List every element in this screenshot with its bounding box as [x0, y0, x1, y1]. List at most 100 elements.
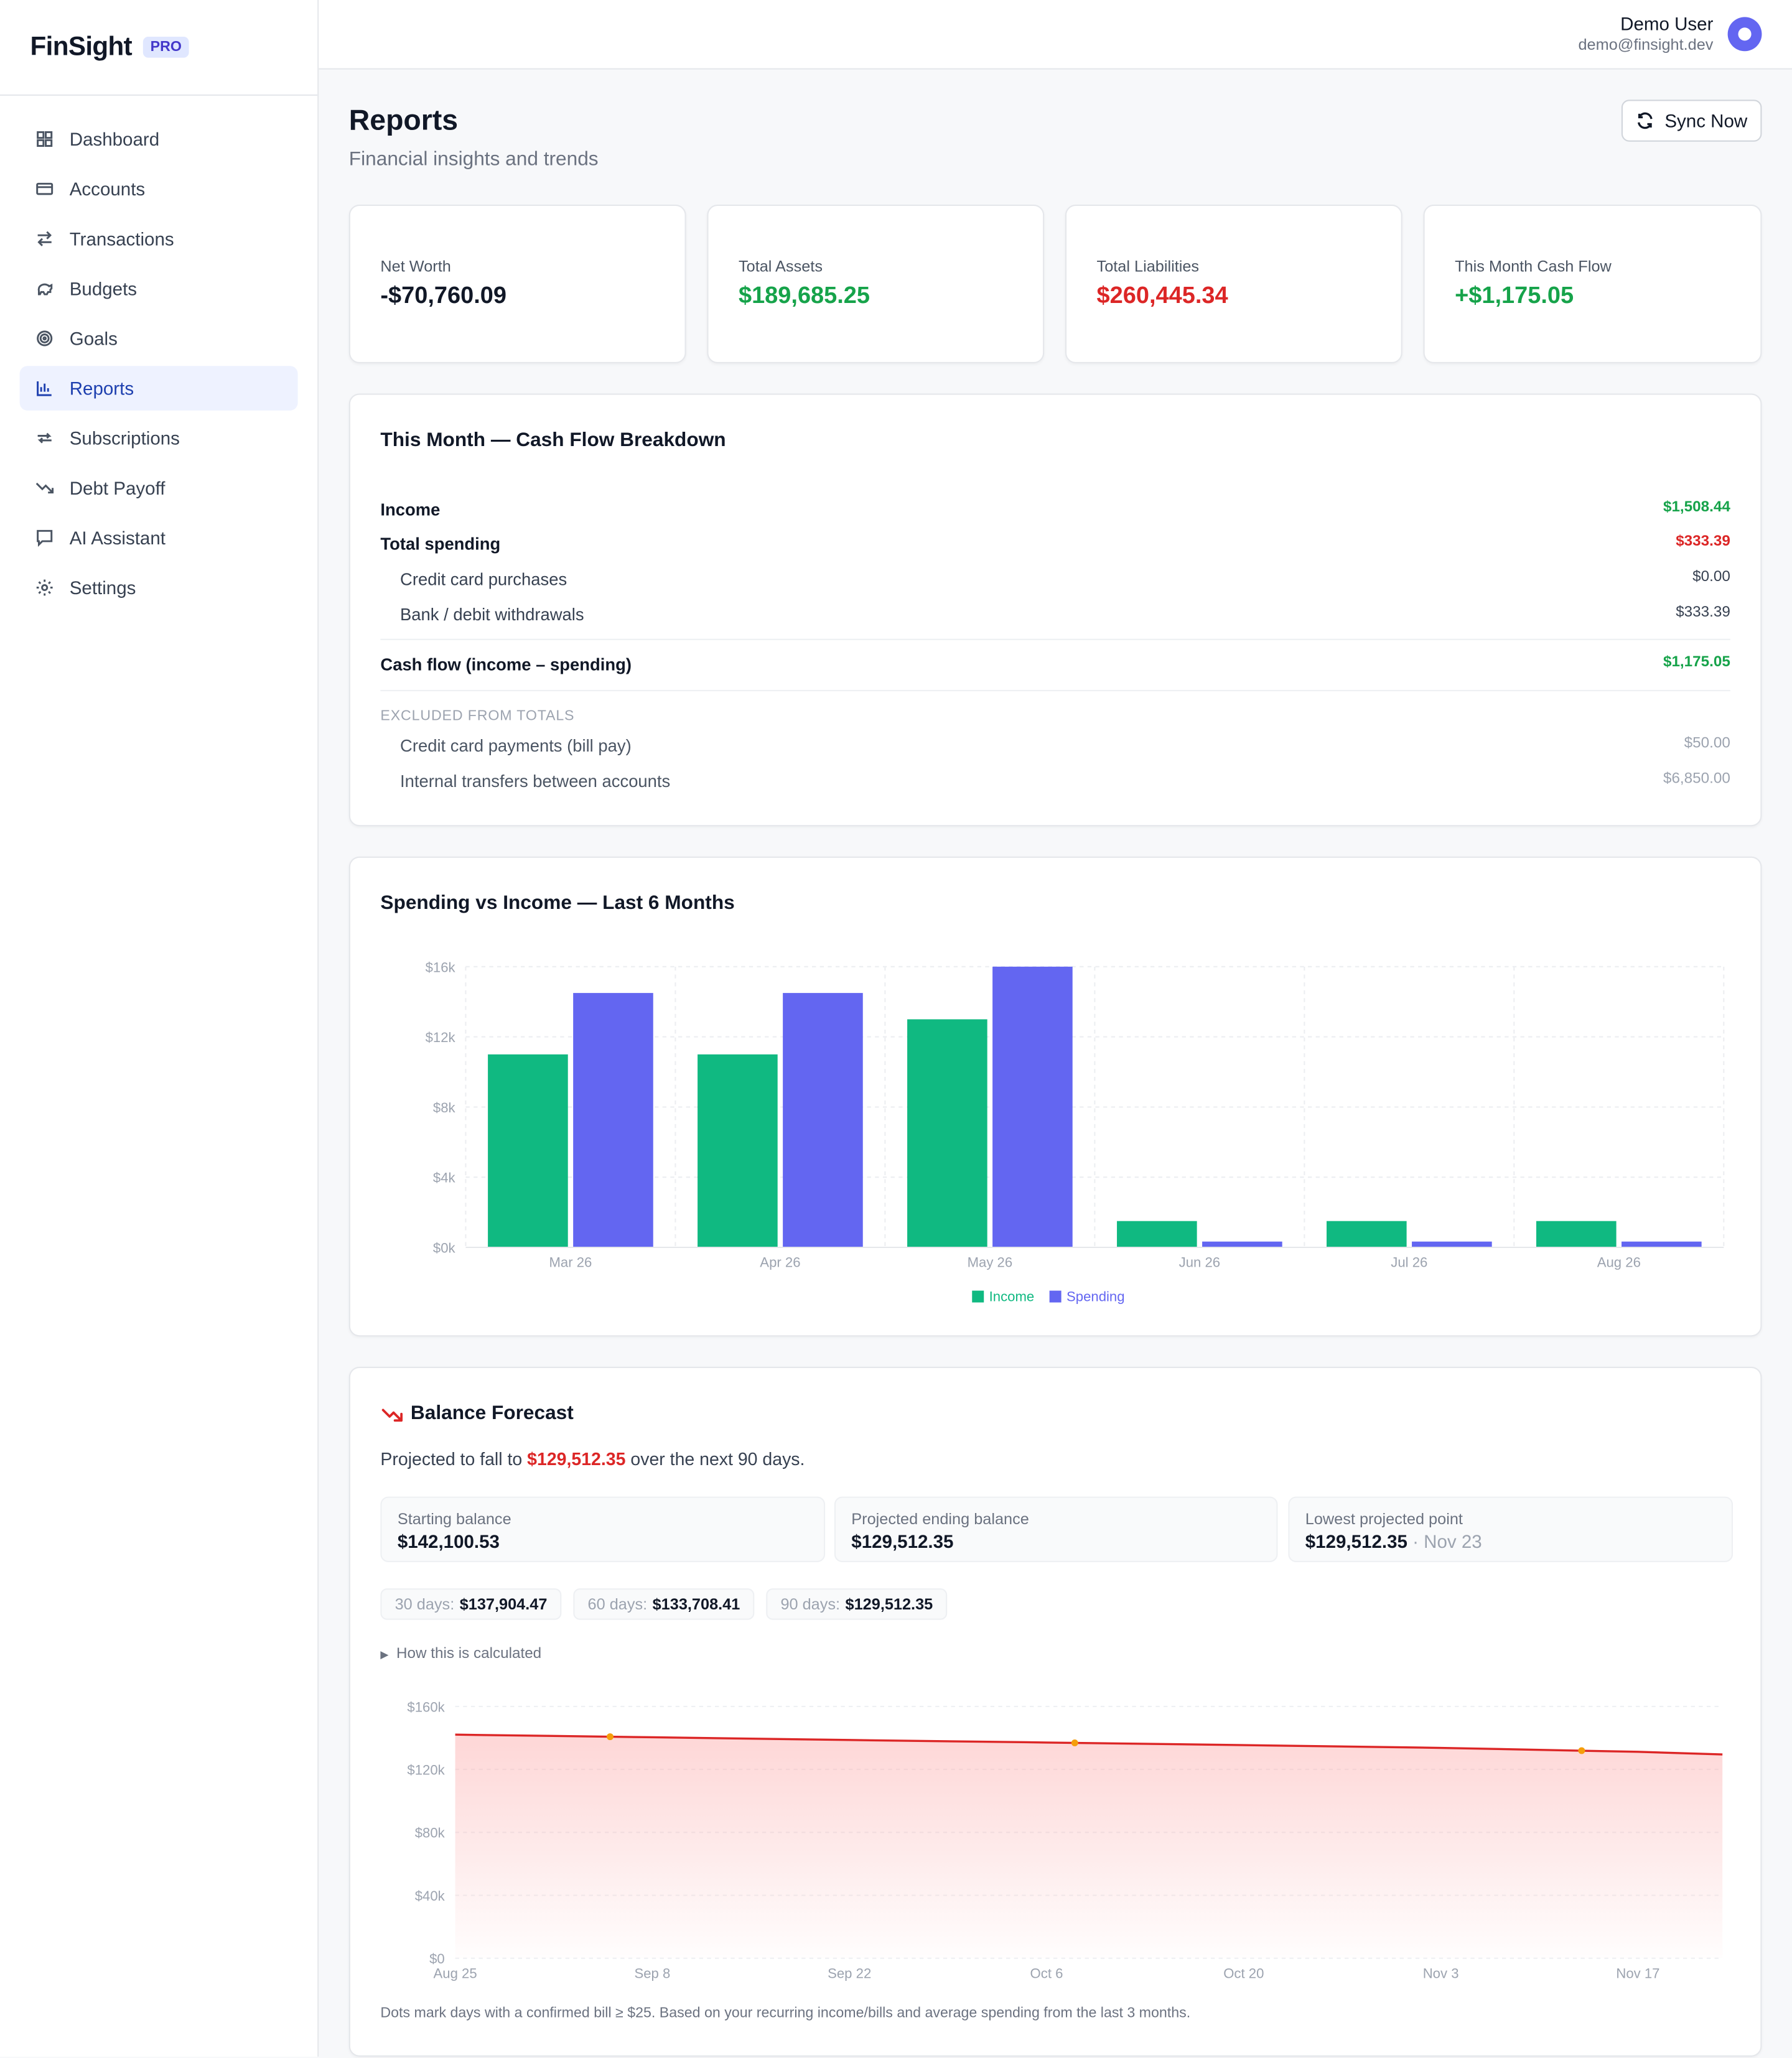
sidebar-nav: Dashboard Accounts Transactions Budgets Goal… — [0, 96, 317, 610]
chip-label: 30 days: — [394, 1595, 455, 1614]
sync-now-button[interactable]: Sync Now — [1621, 100, 1762, 142]
transfers-label: Internal transfers between accounts — [400, 771, 671, 791]
sidebar-item-label: AI Assistant — [69, 527, 166, 549]
dashboard-icon — [37, 131, 53, 147]
chip-30-days: 30 days: $137,904.47 — [380, 1588, 562, 1620]
y-tick-label: $8k — [433, 1100, 456, 1115]
stat-label: Total Liabilities — [1096, 257, 1200, 276]
sidebar-item-settings[interactable]: Settings — [20, 566, 298, 610]
sidebar-item-label: Subscriptions — [69, 427, 180, 449]
summary-value: $129,512.35 — [527, 1449, 626, 1469]
x-tick-label: Oct 6 — [1030, 1965, 1063, 1981]
x-tick-label: Oct 20 — [1223, 1965, 1264, 1981]
lowest-point-row: $129,512.35 · Nov 23 — [1305, 1530, 1716, 1552]
sidebar-item-label: Transactions — [69, 228, 174, 249]
sidebar: FinSight PRO Dashboard Accounts Transactio… — [0, 0, 319, 2057]
starting-balance-value: $142,100.53 — [397, 1530, 500, 1552]
sidebar-item-budgets[interactable]: Budgets — [20, 266, 298, 311]
ending-balance-value: $129,512.35 — [851, 1530, 954, 1552]
sidebar-item-subscriptions[interactable]: Subscriptions — [20, 416, 298, 460]
spending-row: Total spending $333.39 — [380, 534, 1730, 554]
caret-right-icon: ▶ — [380, 1648, 389, 1660]
bar-chart: $0k $4k $8k $12k $16k Mar 26 Apr 26 May 26 Jun 2… — [426, 959, 1725, 1304]
forecast-chart: $0 $40k $80k $120k $160k Aug 25 Sep 8 Sep 22 Oct… — [407, 1699, 1723, 1981]
x-tick-label: Aug 25 — [434, 1965, 477, 1981]
bar-income — [1536, 1221, 1617, 1247]
starting-balance-label: Starting balance — [397, 1509, 511, 1529]
page-title: Reports — [348, 103, 459, 137]
sidebar-item-transactions[interactable]: Transactions — [20, 217, 298, 261]
avatar[interactable] — [1727, 17, 1762, 52]
forecast-line — [455, 1733, 1723, 1756]
bar-income — [698, 1054, 778, 1247]
bar-spending — [1412, 1241, 1492, 1247]
sidebar-item-label: Debt Payoff — [69, 477, 166, 499]
trend-down-icon — [35, 482, 54, 494]
x-tick-label: Sep 8 — [634, 1965, 670, 1981]
sidebar-item-label: Dashboard — [69, 128, 160, 150]
x-tick-label: Apr 26 — [760, 1255, 800, 1270]
cash-flow-breakdown-card: This Month — Cash Flow Breakdown Income … — [348, 393, 1762, 827]
chip-value: $133,708.41 — [652, 1595, 740, 1614]
legend-swatch-income — [972, 1290, 984, 1303]
sidebar-item-label: Reports — [69, 378, 134, 399]
stat-label: This Month Cash Flow — [1455, 257, 1612, 276]
bar-income — [1327, 1221, 1407, 1247]
chip-60-days: 60 days: $133,708.41 — [573, 1588, 755, 1620]
sidebar-item-dashboard[interactable]: Dashboard — [20, 117, 298, 162]
legend-label-income: Income — [989, 1288, 1035, 1304]
forecast-summary: Projected to fall to $129,512.35 over th… — [380, 1450, 805, 1469]
spending-income-chart-card: Spending vs Income — Last 6 Months $0k $4… — [348, 856, 1762, 1337]
cash-flow-value: $1,175.05 — [1663, 654, 1730, 671]
income-value: $1,508.44 — [1663, 500, 1730, 516]
chart-title: Spending vs Income — Last 6 Months — [380, 892, 735, 915]
main-content: Reports Financial insights and trends Sy… — [319, 70, 1792, 2057]
target-icon — [37, 330, 53, 347]
stat-card-total-liabilities: Total Liabilities $260,445.34 — [1065, 204, 1402, 363]
stat-value: $260,445.34 — [1096, 282, 1228, 309]
cc-purchases-row: Credit card purchases $0.00 — [380, 569, 1730, 589]
y-tick-label: $40k — [415, 1888, 446, 1904]
summary-suffix: over the next 90 days. — [630, 1449, 805, 1469]
bill-pay-value: $50.00 — [1684, 735, 1730, 752]
sidebar-item-label: Goals — [69, 328, 118, 349]
lowest-point-box: Lowest projected point $129,512.35 · Nov… — [1288, 1496, 1734, 1562]
y-tick-label: $4k — [433, 1170, 456, 1186]
topbar: Demo User demo@finsight.dev — [319, 0, 1792, 70]
sidebar-item-reports[interactable]: Reports — [19, 366, 298, 411]
income-row: Income $1,508.44 — [380, 500, 1730, 519]
ending-balance-label: Projected ending balance — [851, 1509, 1029, 1529]
repeat-icon — [37, 432, 52, 444]
y-tick-label: $0 — [429, 1951, 445, 1967]
app-logo[interactable]: FinSight — [30, 32, 133, 62]
user-info[interactable]: Demo User demo@finsight.dev — [1578, 13, 1713, 54]
sidebar-item-ai-assistant[interactable]: AI Assistant — [20, 516, 298, 561]
excluded-heading: EXCLUDED FROM TOTALS — [380, 708, 1730, 724]
bill-dot — [1578, 1747, 1585, 1754]
stat-value: +$1,175.05 — [1455, 282, 1574, 309]
lowest-point-value: $129,512.35 — [1305, 1530, 1407, 1552]
x-tick-label: May 26 — [968, 1255, 1013, 1270]
sidebar-item-label: Accounts — [69, 178, 146, 200]
bill-dot — [1071, 1739, 1078, 1746]
chip-90-days: 90 days: $129,512.35 — [766, 1588, 948, 1620]
x-tick-label: Aug 26 — [1597, 1255, 1641, 1270]
bar-spending — [992, 966, 1073, 1247]
balance-forecast-card: Balance Forecast Projected to fall to $1… — [348, 1366, 1762, 2057]
trend-down-icon — [381, 1408, 403, 1422]
how-calculated-toggle[interactable]: ▶ How this is calculated — [380, 1646, 541, 1662]
sidebar-item-accounts[interactable]: Accounts — [20, 167, 298, 212]
cash-flow-label: Cash flow (income – spending) — [380, 654, 632, 674]
y-tick-label: $16k — [426, 959, 456, 975]
cash-flow-row: Cash flow (income – spending) $1,175.05 — [380, 654, 1730, 674]
excluded-heading-label: EXCLUDED FROM TOTALS — [380, 708, 575, 724]
sidebar-item-goals[interactable]: Goals — [20, 316, 298, 361]
bank-withdrawals-value: $333.39 — [1676, 604, 1730, 621]
sidebar-item-debt-payoff[interactable]: Debt Payoff — [20, 465, 298, 510]
brand: FinSight PRO — [0, 0, 318, 96]
chip-label: 60 days: — [587, 1595, 648, 1614]
page-subtitle: Financial insights and trends — [348, 148, 599, 171]
divider — [380, 638, 1730, 640]
x-tick-label: Jul 26 — [1391, 1255, 1427, 1270]
bar-income — [907, 1019, 987, 1247]
